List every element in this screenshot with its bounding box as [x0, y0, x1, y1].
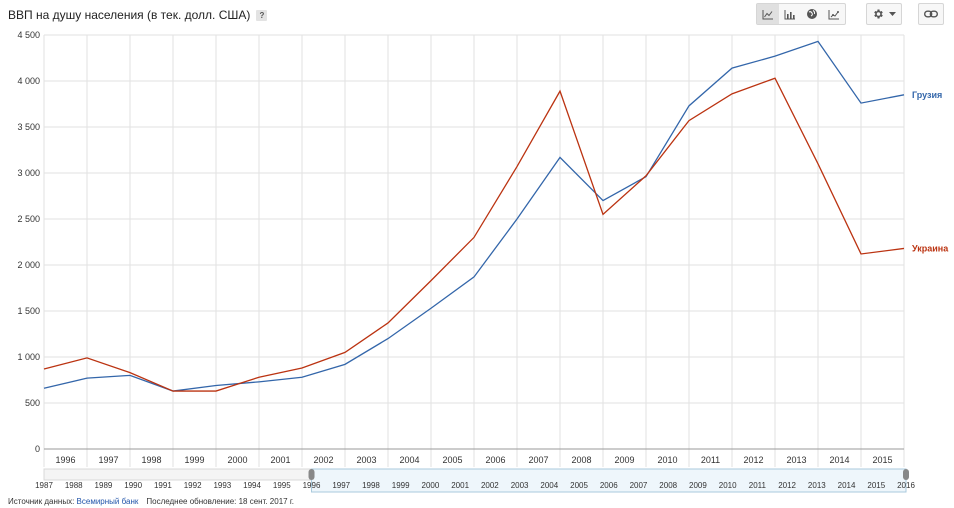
series-line-1 [43, 40, 905, 392]
x-tick-label: 2006 [485, 455, 505, 465]
chart-title-bar: ВВП на душу населения (в тек. долл. США)… [8, 6, 268, 24]
navigator-tick-label: 1996 [303, 481, 321, 490]
line-chart-button[interactable] [757, 4, 779, 24]
x-tick-label: 1996 [55, 455, 75, 465]
gear-icon [874, 9, 883, 19]
x-tick-label: 2013 [786, 455, 806, 465]
navigator-handle-left[interactable] [308, 469, 315, 480]
x-tick-label: 2000 [227, 455, 247, 465]
x-tick-label: 2007 [528, 455, 548, 465]
navigator-tick-label: 2016 [897, 481, 915, 490]
chart-toolbar [756, 3, 944, 25]
navigator-tick-label: 2009 [689, 481, 707, 490]
navigator-tick-label: 2015 [867, 481, 885, 490]
navigator-tick-label: 1995 [273, 481, 291, 490]
navigator-tick-label: 2013 [808, 481, 826, 490]
x-tick-label: 2014 [829, 455, 849, 465]
y-tick-label: 3 000 [17, 168, 40, 178]
navigator-tick-label: 1992 [184, 481, 202, 490]
series-line-2 [43, 77, 905, 392]
navigator-tick-label: 2012 [778, 481, 796, 490]
x-tick-label: 1999 [184, 455, 204, 465]
x-tick-label: 1997 [98, 455, 118, 465]
y-tick-label: 3 500 [17, 122, 40, 132]
map-chart-button[interactable] [801, 4, 823, 24]
navigator-selection[interactable] [311, 468, 907, 493]
x-tick-label: 1998 [141, 455, 161, 465]
navigator-tick-label: 2007 [630, 481, 648, 490]
y-tick-label: 1 500 [17, 306, 40, 316]
x-tick-label: 2009 [614, 455, 634, 465]
x-tick-label: 2010 [657, 455, 677, 465]
navigator-tick-label: 2014 [838, 481, 856, 490]
view-switcher [756, 3, 846, 25]
y-tick-label: 2 500 [17, 214, 40, 224]
link-button[interactable] [918, 3, 944, 25]
navigator-tick-label: 2005 [570, 481, 588, 490]
navigator-tick-label: 1998 [362, 481, 380, 490]
navigator-tick-label: 2003 [511, 481, 529, 490]
bar-chart-icon [784, 9, 795, 19]
line-chart-icon [762, 9, 773, 19]
chart-title: ВВП на душу населения (в тек. долл. США) [8, 8, 251, 22]
navigator-tick-label: 2011 [749, 481, 767, 490]
navigator-tick-label: 1987 [35, 481, 53, 490]
trend-chart-button[interactable] [823, 4, 845, 24]
navigator-tick-label: 2004 [540, 481, 558, 490]
x-tick-label: 2001 [270, 455, 290, 465]
navigator-tick-label: 1988 [65, 481, 83, 490]
y-tick-label: 500 [25, 398, 40, 408]
navigator-tick-label: 1994 [243, 481, 261, 490]
navigator-tick-label: 2006 [600, 481, 618, 490]
x-tick-label: 2002 [313, 455, 333, 465]
footer: Источник данных: Всемирный банк Последнее… [8, 497, 294, 506]
navigator-tick-label: 1999 [392, 481, 410, 490]
last-updated: Последнее обновление: 18 сент. 2017 г. [146, 497, 294, 506]
y-tick-label: 0 [35, 444, 40, 454]
x-tick-label: 2003 [356, 455, 376, 465]
source-link[interactable]: Всемирный банк [76, 497, 139, 506]
caret-down-icon [889, 11, 896, 16]
x-tick-label: 2015 [872, 455, 892, 465]
navigator-tick-label: 2000 [422, 481, 440, 490]
navigator-tick-label: 1997 [332, 481, 350, 490]
y-tick-label: 1 000 [17, 352, 40, 362]
navigator-tick-label: 1989 [95, 481, 113, 490]
x-tick-label: 2008 [571, 455, 591, 465]
navigator-tick-label: 1993 [213, 481, 231, 490]
navigator-tick-label: 1990 [124, 481, 142, 490]
navigator-tick-label: 2008 [659, 481, 677, 490]
x-tick-label: 2005 [442, 455, 462, 465]
x-tick-label: 2004 [399, 455, 419, 465]
x-tick-label: 2012 [743, 455, 763, 465]
x-tick-label: 2011 [701, 455, 720, 465]
navigator-handle-right[interactable] [903, 469, 909, 480]
navigator-tick-label: 2010 [719, 481, 737, 490]
source-label: Источник данных: [8, 497, 75, 506]
y-tick-label: 4 500 [17, 30, 40, 40]
y-tick-label: 4 000 [17, 76, 40, 86]
globe-icon [807, 9, 817, 19]
trend-chart-icon [828, 9, 839, 19]
navigator-tick-label: 2002 [481, 481, 499, 490]
help-badge[interactable]: ? [256, 9, 268, 21]
series-label: Украина [912, 243, 949, 253]
navigator-tick-label: 2001 [451, 481, 469, 490]
y-tick-label: 2 000 [17, 260, 40, 270]
settings-button[interactable] [866, 3, 902, 25]
bar-chart-button[interactable] [779, 4, 801, 24]
series-label: Грузия [912, 90, 942, 100]
navigator-tick-label: 1991 [154, 481, 172, 490]
link-icon [924, 10, 938, 18]
